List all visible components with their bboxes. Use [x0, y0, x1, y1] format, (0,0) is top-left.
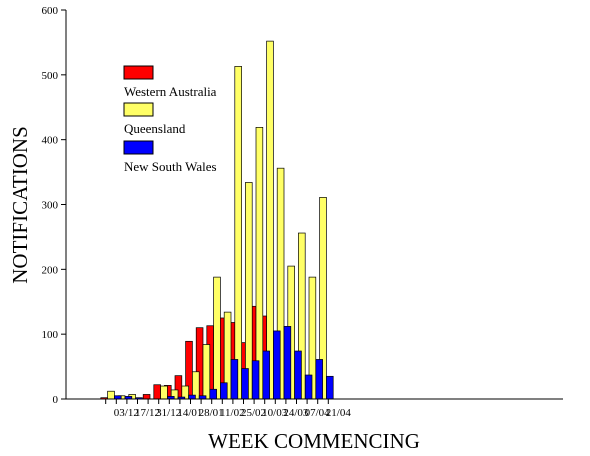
bar-new-south-wales-7 — [188, 394, 196, 400]
y-tick-label: 400 — [42, 135, 59, 147]
x-tick-label: 03/12 — [114, 407, 139, 419]
bar-western-australia-4 — [142, 394, 151, 400]
bar-new-south-wales-9 — [209, 388, 217, 400]
x-tick-label: 25/02 — [241, 407, 266, 419]
y-ticks: 0 100 200 300 400 500 600 — [42, 5, 66, 406]
legend-label: Queensland — [124, 121, 186, 136]
y-axis-title: NOTIFICATIONS — [8, 126, 32, 284]
y-tick-label: 500 — [42, 70, 59, 82]
x-ticks: 03/1217/1231/1214/0128/0111/0225/0210/03… — [105, 399, 352, 419]
bar-queensland-12 — [234, 66, 242, 400]
bar-new-south-wales-20 — [326, 375, 334, 400]
bar-new-south-wales-11 — [230, 359, 239, 400]
x-tick-label: 07/04 — [305, 407, 331, 419]
x-tick-label: 10/03 — [262, 407, 288, 419]
bar-queensland-13 — [245, 182, 253, 400]
legend-label: Western Australia — [124, 84, 217, 99]
y-tick-label: 300 — [42, 200, 59, 212]
bar-new-south-wales-16 — [283, 326, 292, 400]
x-axis-title: WEEK COMMENCING — [208, 429, 420, 453]
x-tick-label: 11/02 — [220, 407, 245, 419]
legend: Western Australia Queensland New South Wal… — [123, 65, 217, 174]
legend-label: New South Wales — [124, 159, 217, 174]
x-tick-label: 31/12 — [156, 407, 181, 419]
y-tick-label: 200 — [42, 264, 59, 276]
x-tick-label: 14/01 — [177, 407, 202, 419]
legend-swatch — [123, 140, 154, 155]
bars-layer — [100, 40, 334, 400]
bar-new-south-wales-18 — [304, 374, 313, 400]
bar-new-south-wales-12 — [241, 368, 249, 400]
bar-queensland-10 — [213, 276, 221, 400]
x-tick-label: 24/03 — [283, 407, 309, 419]
bar-queensland-15 — [266, 40, 274, 400]
legend-swatch — [123, 102, 154, 117]
bar-queensland-5 — [160, 385, 168, 400]
legend-swatch — [123, 65, 154, 80]
bar-new-south-wales-19 — [315, 359, 323, 400]
bar-new-south-wales-17 — [294, 350, 302, 400]
bar-queensland-9 — [202, 344, 211, 400]
x-tick-label: 17/12 — [135, 407, 160, 419]
y-tick-label: 100 — [42, 329, 59, 341]
bar-western-australia-5 — [153, 384, 161, 400]
y-tick-label: 600 — [42, 5, 59, 17]
y-tick-label: 0 — [53, 394, 59, 406]
bar-new-south-wales-10 — [220, 382, 228, 400]
bar-queensland-14 — [255, 126, 264, 400]
bar-new-south-wales-14 — [262, 350, 270, 400]
bar-new-south-wales-15 — [273, 330, 281, 400]
bar-new-south-wales-13 — [251, 360, 260, 400]
x-tick-label: 28/01 — [199, 407, 224, 419]
bar-queensland-0 — [107, 390, 115, 400]
x-tick-label: 21/04 — [326, 407, 352, 419]
